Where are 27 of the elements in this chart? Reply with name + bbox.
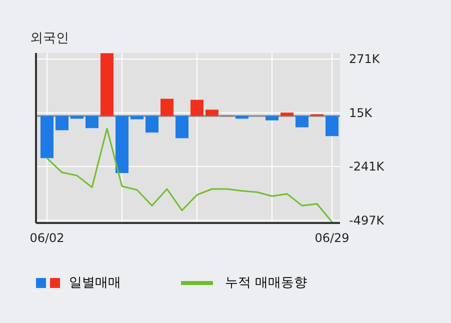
bar: [206, 110, 218, 116]
bar: [116, 116, 128, 174]
x-tick-label: 06/29: [314, 231, 350, 245]
bar: [176, 116, 188, 138]
line-series: [46, 128, 333, 223]
bar: [160, 98, 174, 116]
bar: [40, 116, 54, 158]
bar: [326, 116, 338, 136]
bar: [146, 116, 158, 133]
bar: [190, 100, 204, 116]
legend-label: 일별매매: [69, 276, 121, 290]
bar: [130, 116, 144, 120]
bar: [280, 112, 294, 116]
y-tick-label: 271K: [349, 52, 381, 66]
x-tick-label: 06/02: [30, 231, 64, 245]
bar: [70, 116, 84, 119]
bar: [100, 53, 114, 116]
legend-label: 누적 매매동향: [225, 276, 308, 290]
y-tick-label: 15K: [349, 106, 374, 120]
y-tick-label: -241K: [349, 160, 386, 174]
bar: [86, 116, 98, 128]
y-tick-label: -497K: [349, 213, 386, 228]
bar: [266, 116, 278, 120]
bar: [236, 116, 248, 119]
bar: [296, 116, 308, 128]
bar: [56, 116, 68, 130]
chart-title: 외국인: [30, 31, 69, 46]
